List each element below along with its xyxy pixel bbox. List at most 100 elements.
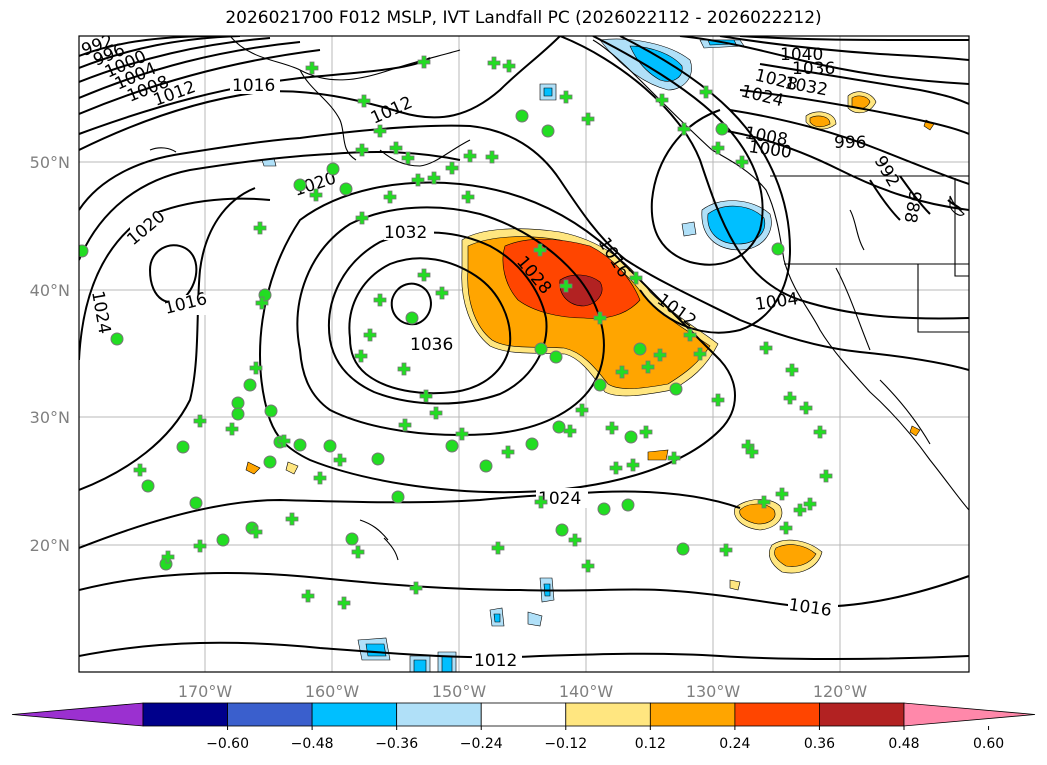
coastlines [149,36,969,561]
station-circle [593,378,607,392]
lat-label: 40°N [30,281,70,300]
contour-label: 1012 [368,93,416,129]
station-plus [337,596,351,610]
station-circle [79,244,89,258]
contour-label: 1012 [474,651,517,671]
colorbar-bin [311,702,398,727]
station-plus [409,581,423,595]
colorbar-tick-label: −0.48 [291,736,334,752]
station-circle [771,242,785,256]
station-plus [491,541,505,555]
station-plus [333,453,347,467]
lon-label: 160°W [305,682,360,701]
colorbar-bin [396,702,482,727]
station-plus [401,151,415,165]
station-plus [355,143,369,157]
lon-label: 120°W [813,682,868,701]
station-plus [785,363,799,377]
colorbar-bin [734,702,820,727]
colorbar-bin [480,702,567,727]
station-plus [775,487,789,501]
contour-labels: 1016 1020 1024 992 996 1000 1004 1008 10… [79,36,925,671]
station-circle [293,438,307,452]
lat-label: 20°N [30,536,70,555]
station-circle [534,342,548,356]
station-markers [79,55,833,610]
colorbar-bin [565,702,651,727]
station-circle [263,455,277,469]
mslp-contours [79,36,969,660]
lon-label: 170°W [178,682,233,701]
station-circle [345,532,359,546]
station-plus [693,347,707,361]
station-circle [669,382,683,396]
station-circle [555,523,569,537]
colorbar-ticks: −0.60 −0.48 −0.36 −0.24 −0.12 0.12 0.24 0.36 0.4… [206,726,1004,752]
colorbar-tick-label: 0.24 [719,736,750,752]
station-plus [783,391,797,405]
station-plus [357,94,371,108]
station-plus [793,503,807,517]
lat-label: 50°N [30,153,70,172]
station-plus [615,365,629,379]
station-plus [757,495,771,509]
station-plus [653,348,667,362]
station-plus [355,211,369,225]
station-plus [813,425,827,439]
station-plus [819,469,833,483]
colorbar-bin [819,702,905,727]
station-plus [745,445,759,459]
station-plus [533,243,547,257]
station-plus [683,328,697,342]
contour-label: 988 [899,189,924,224]
station-plus [301,589,315,603]
station-plus [429,406,443,420]
station-plus [677,122,691,136]
contour-label: 1032 [384,223,427,243]
station-plus [277,434,291,448]
station-circle [339,182,353,196]
contour-label: 1036 [410,335,453,355]
contour-label: 1036 [792,59,835,79]
station-plus [193,414,207,428]
station-plus [398,418,412,432]
station-plus [351,545,365,559]
lon-label: 150°W [432,682,487,701]
station-plus [605,421,619,435]
station-plus [419,389,433,403]
station-plus [161,550,175,564]
station-circle [715,122,729,136]
contour-label: 1040 [780,45,823,65]
station-circle [525,437,539,451]
lon-axis-labels: 170°W 160°W 150°W 140°W 130°W 120°W [178,682,868,701]
lon-label: 130°W [686,682,741,701]
station-circle [405,311,419,325]
station-circle [597,502,611,516]
station-plus [411,173,425,187]
station-plus [305,61,319,75]
station-plus [253,221,267,235]
graticule [79,36,969,672]
station-plus [779,521,793,535]
station-circle [549,350,563,364]
station-plus [461,190,475,204]
station-plus [445,161,459,175]
colorbar-tick-label: 0.36 [804,736,835,752]
map-frame [78,35,970,673]
station-circle [621,498,635,512]
station-plus [455,427,469,441]
station-plus [559,90,573,104]
station-plus [581,112,595,126]
station-circle [189,496,203,510]
station-plus [799,401,813,415]
lon-label: 140°W [559,682,614,701]
station-plus [735,155,749,169]
station-circle [445,439,459,453]
colorbar-tick-label: 0.48 [888,736,919,752]
station-plus [581,559,595,573]
colorbar [11,702,1036,727]
colorbar-tick-label: 0.12 [635,736,666,752]
station-plus [249,361,263,375]
station-plus [534,495,548,509]
